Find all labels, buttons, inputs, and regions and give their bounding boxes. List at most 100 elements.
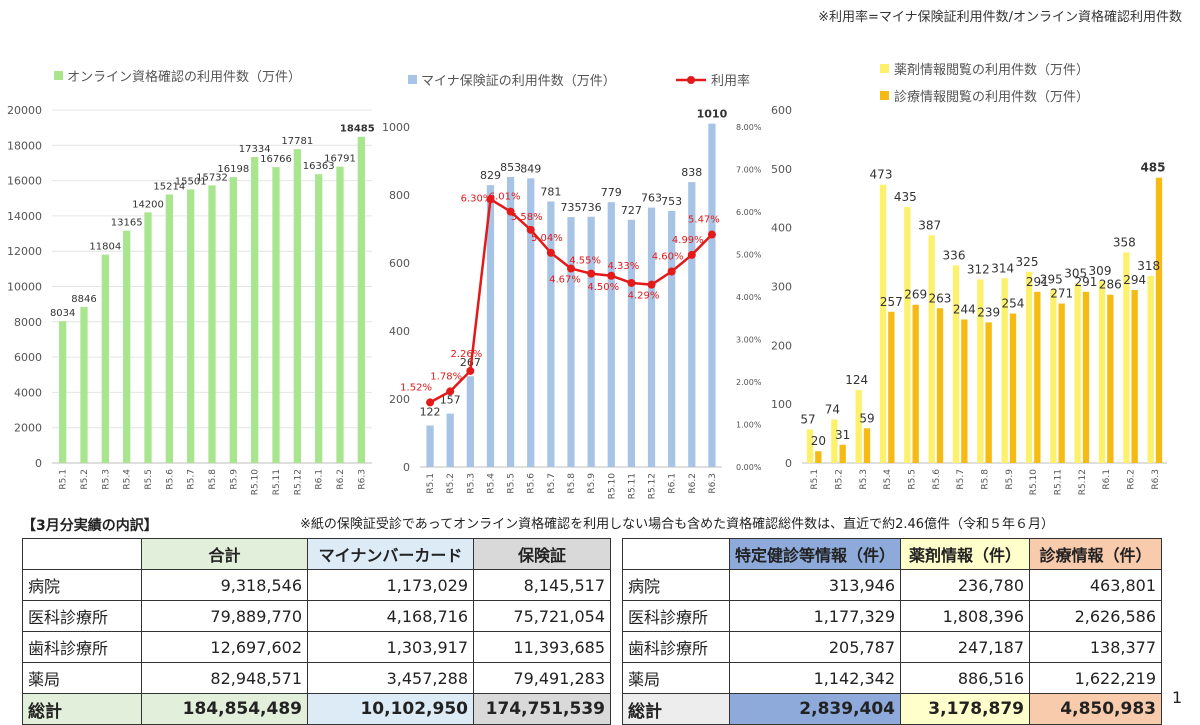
x-tick-label: R5.4 — [486, 473, 496, 494]
bar — [879, 184, 887, 464]
data-label: 286 — [1099, 278, 1122, 292]
bar — [1074, 283, 1081, 463]
cell-value: 11,393,685 — [473, 631, 611, 663]
data-label: 15732 — [196, 172, 228, 183]
y-tick-label: 300 — [771, 281, 792, 294]
bar — [293, 149, 301, 463]
y2-tick-label: 0.00% — [736, 463, 762, 472]
data-label: 17334 — [239, 144, 271, 155]
bar — [165, 194, 173, 463]
x-tick-label: R5.2 — [446, 473, 456, 494]
data-label: 254 — [1002, 297, 1025, 311]
bar — [486, 185, 495, 467]
y-tick-label: 400 — [771, 222, 792, 235]
data-label: 314 — [991, 261, 1014, 275]
y-tick-label: 600 — [771, 104, 792, 117]
data-label: 31 — [835, 428, 850, 442]
data-label: 244 — [953, 302, 976, 316]
bar — [627, 219, 636, 467]
data-label: 257 — [880, 295, 903, 309]
table-header-row: 合計 マイナンバーカード 保険証 — [22, 538, 611, 570]
x-tick-label: R5.7 — [187, 469, 197, 490]
cell-value: 2,626,586 — [1029, 600, 1162, 632]
table-row: 薬局 82,948,571 3,457,288 79,491,283 — [22, 662, 611, 694]
data-label: 11804 — [89, 242, 121, 253]
x-tick-label: R5.10 — [1029, 469, 1039, 496]
cell-value: 3,457,288 — [307, 662, 474, 694]
legend-marker — [687, 76, 695, 84]
cell-value: 4,168,716 — [307, 600, 474, 632]
y2-tick-label: 8.00% — [736, 123, 762, 132]
table-row: 病院 9,318,546 1,173,029 8,145,517 — [22, 569, 611, 601]
bar — [831, 419, 838, 463]
row-label: 薬局 — [22, 662, 142, 694]
x-tick-label: R5.9 — [1005, 469, 1015, 490]
bar — [855, 390, 862, 463]
header-insurance-card: 保険証 — [473, 538, 611, 570]
bar — [839, 444, 846, 463]
table-header-corner — [622, 538, 730, 570]
y-tick-label: 4000 — [14, 386, 42, 399]
x-tick-label: R6.3 — [708, 473, 718, 494]
total-value: 174,751,539 — [473, 693, 611, 725]
bar — [607, 202, 615, 467]
x-tick-label: R5.2 — [835, 469, 845, 490]
y-tick-label: 200 — [771, 339, 792, 352]
data-label: 736 — [581, 201, 602, 214]
legend-label: オンライン資格確認の利用件数（万件） — [67, 69, 301, 85]
x-tick-label: R5.1 — [810, 469, 820, 490]
rate-point — [647, 280, 656, 289]
breakdown-table-left: 合計 マイナンバーカード 保険証 病院 9,318,546 1,173,029 … — [22, 538, 611, 725]
bar — [1123, 252, 1130, 463]
usage-rate-footnote: ※利用率=マイナ保険証利用件数/オンライン資格確認利用件数 — [818, 10, 1182, 25]
data-label: 271 — [1050, 287, 1073, 301]
bar — [80, 306, 88, 463]
rate-label: 4.67% — [549, 275, 581, 286]
y-tick-label: 800 — [389, 189, 410, 202]
row-label: 医科診療所 — [622, 600, 730, 632]
bar — [961, 319, 968, 463]
bar — [446, 413, 454, 467]
y-tick-label: 500 — [771, 163, 792, 176]
cell-value: 313,946 — [728, 569, 902, 601]
y2-tick-label: 1.00% — [736, 421, 762, 430]
rate-label: 4.50% — [587, 282, 619, 293]
x-tick-label: R6.2 — [688, 473, 698, 494]
rate-label: 4.55% — [569, 256, 601, 267]
bar — [547, 201, 555, 467]
bar — [688, 182, 696, 467]
rate-point — [607, 271, 616, 280]
x-tick-label: R5.6 — [932, 469, 942, 490]
x-tick-label: R5.11 — [627, 473, 637, 499]
rate-point — [587, 269, 596, 278]
y-tick-label: 14000 — [7, 210, 42, 223]
x-tick-label: R5.6 — [527, 473, 537, 494]
bar — [1025, 271, 1033, 463]
data-label: 309 — [1089, 264, 1112, 278]
bar — [567, 217, 575, 467]
bar — [904, 207, 911, 463]
bar — [1155, 177, 1163, 464]
x-tick-label: R5.1 — [426, 473, 436, 494]
header-total: 合計 — [141, 538, 308, 570]
data-label: 263 — [929, 291, 952, 305]
x-tick-label: R5.11 — [1054, 469, 1064, 495]
x-tick-label: R5.6 — [165, 469, 175, 490]
data-label: 59 — [859, 411, 874, 425]
row-label: 病院 — [622, 569, 730, 601]
x-tick-label: R5.9 — [229, 469, 239, 490]
x-tick-label: R6.3 — [357, 469, 367, 490]
cell-value: 205,787 — [728, 631, 902, 663]
data-label: 16363 — [303, 161, 335, 172]
bar — [527, 178, 535, 467]
header-drug-info: 薬剤情報（件） — [900, 538, 1031, 570]
data-label: 291 — [1026, 275, 1049, 289]
bar — [1034, 291, 1041, 463]
rate-point — [526, 225, 535, 234]
data-label: 16791 — [324, 154, 356, 165]
cell-value: 1,303,917 — [307, 631, 474, 663]
x-tick-label: R5.12 — [1078, 469, 1088, 495]
y-tick-label: 20000 — [7, 104, 42, 117]
bar — [985, 322, 992, 463]
rate-label: 4.33% — [608, 261, 640, 272]
